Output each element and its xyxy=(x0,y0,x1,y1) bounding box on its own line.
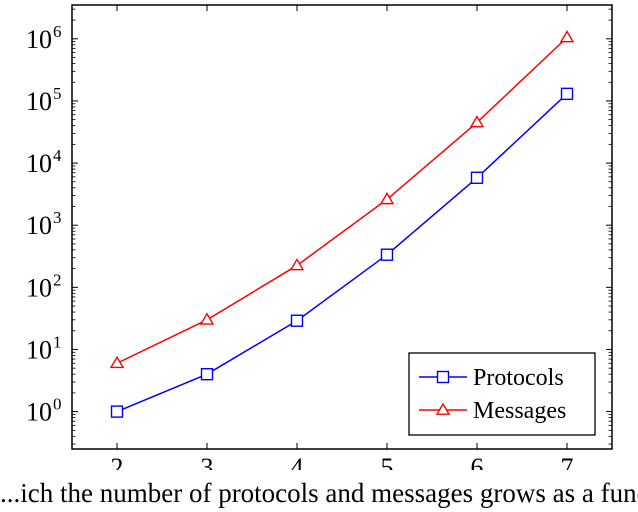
data-point xyxy=(380,248,394,261)
y-tick-exponent: 6 xyxy=(53,22,62,41)
figure-caption: ...ich the number of protocols and messa… xyxy=(0,478,638,508)
legend-marker xyxy=(436,370,450,384)
x-tick-label: 2 xyxy=(111,453,124,470)
data-point xyxy=(109,355,125,369)
legend-label: Protocols xyxy=(473,365,564,391)
x-tick-label: 7 xyxy=(561,453,574,470)
x-tick-label: 5 xyxy=(381,453,394,470)
data-point xyxy=(559,30,575,43)
legend-box xyxy=(408,352,596,436)
y-tick-exponent: 5 xyxy=(53,84,62,103)
series-layer xyxy=(109,30,575,418)
y-tick-exponent: 3 xyxy=(53,208,62,227)
y-tick-exponent: 1 xyxy=(53,332,62,351)
x-axis: 2 3 4 5 6 7 xyxy=(111,5,574,470)
y-tick-label: 10 xyxy=(26,335,52,364)
data-point xyxy=(199,312,215,325)
data-point xyxy=(560,87,574,101)
data-point xyxy=(200,367,214,381)
y-tick-exponent: 2 xyxy=(53,270,62,289)
legend-label: Messages xyxy=(473,398,566,424)
y-tick-label: 10 xyxy=(26,87,52,116)
legend-marker xyxy=(435,402,451,415)
plot-area xyxy=(71,4,613,450)
legend-item-protocols: Protocols xyxy=(419,365,564,391)
data-point xyxy=(470,171,484,184)
y-tick-label: 10 xyxy=(26,211,52,240)
y-tick-label: 10 xyxy=(26,398,52,427)
x-tick-label: 3 xyxy=(201,453,214,470)
data-point xyxy=(110,405,124,418)
plot-frame xyxy=(71,4,613,450)
data-point xyxy=(289,258,305,271)
y-tick-exponent: 4 xyxy=(53,146,62,165)
series-protocols xyxy=(110,87,574,418)
series-line xyxy=(116,93,568,413)
data-point xyxy=(290,314,304,327)
data-point xyxy=(379,192,395,205)
y-tick-exponent: 0 xyxy=(53,395,62,414)
y-tick-label: 10 xyxy=(26,149,52,178)
data-point xyxy=(469,115,485,128)
series-line xyxy=(116,36,568,364)
x-tick-label: 4 xyxy=(291,453,304,470)
legend-item-messages: Messages xyxy=(419,398,566,424)
series-messages xyxy=(109,30,575,369)
legend: Protocols Messages xyxy=(408,352,596,436)
x-tick-label: 6 xyxy=(471,453,484,470)
y-tick-label: 10 xyxy=(26,273,52,302)
y-tick-label: 10 xyxy=(26,25,52,54)
